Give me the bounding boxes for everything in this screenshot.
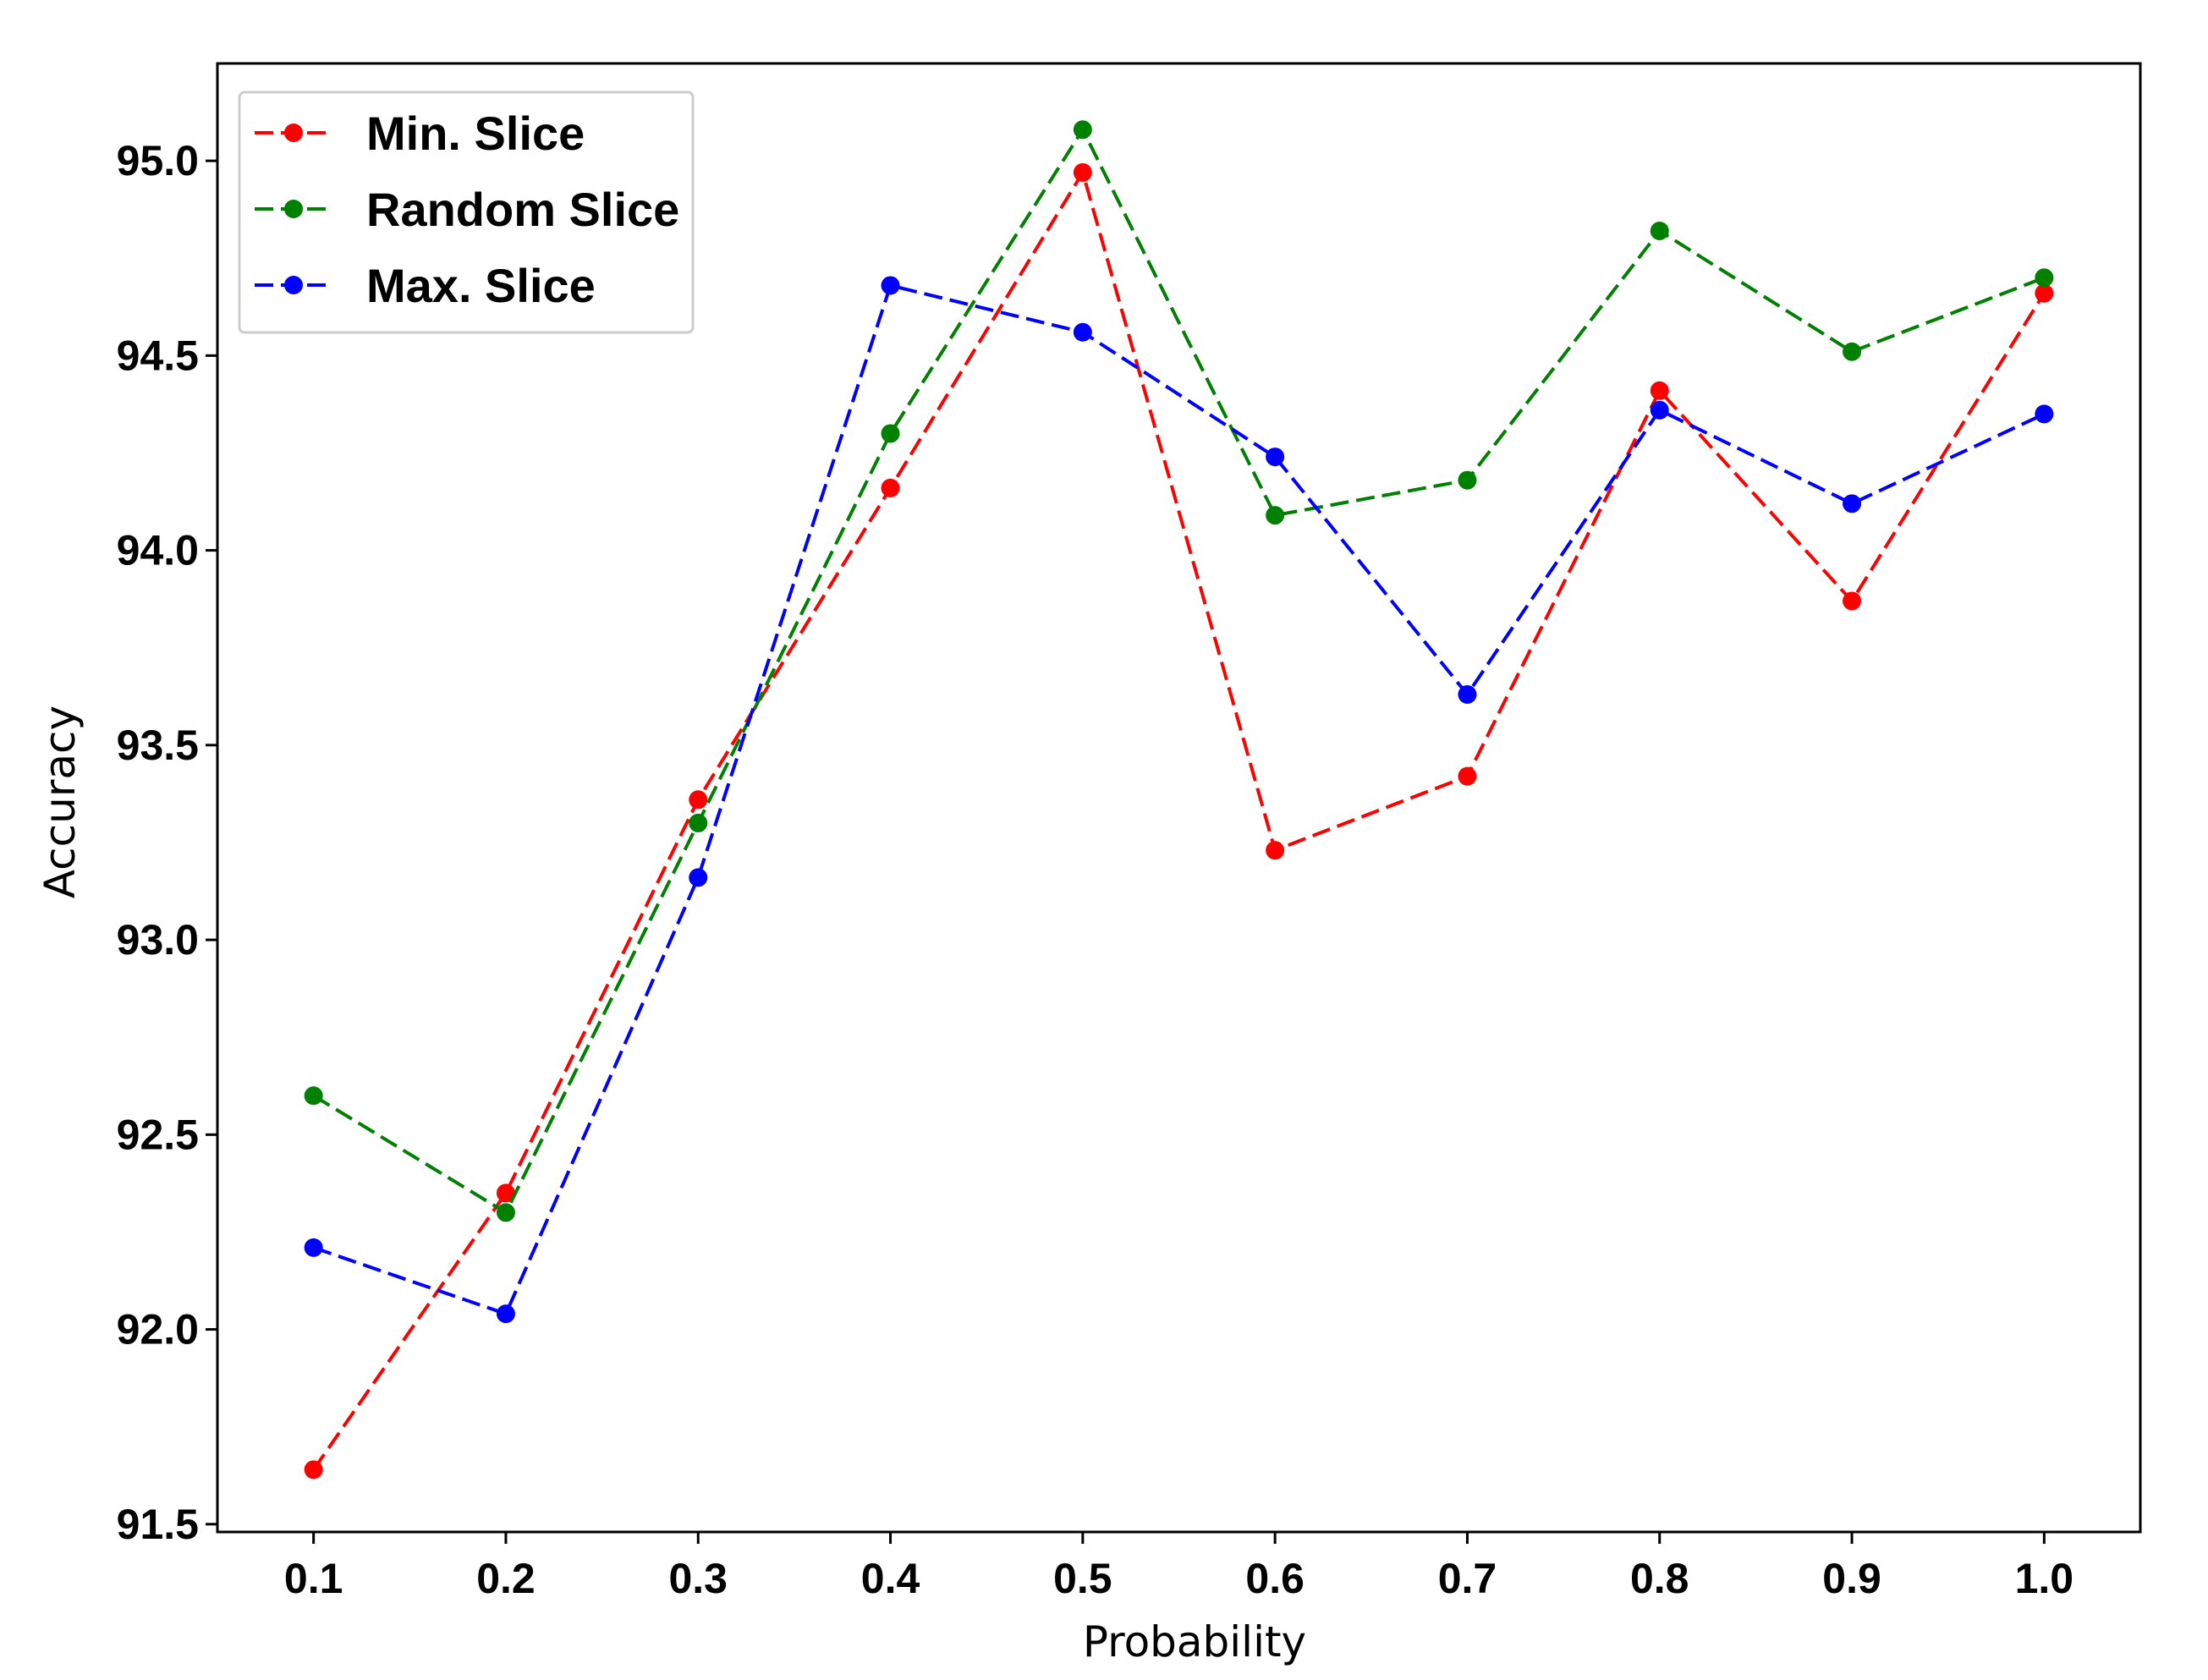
data-point [1073, 322, 1092, 342]
legend-swatch-marker [284, 276, 303, 294]
data-point [1650, 400, 1669, 420]
series-line [312, 283, 2046, 1316]
y-tick-label: 94.5 [117, 332, 199, 379]
y-tick-label: 93.5 [117, 722, 199, 769]
series-min-slice [304, 162, 2054, 1480]
data-point [1650, 222, 1669, 241]
x-tick-label: 0.8 [1630, 1555, 1689, 1602]
y-tick-label: 92.0 [117, 1306, 199, 1353]
x-axis-ticks: 0.1 0.2 0.3 0.4 0.5 0.6 0.7 0.8 0.9 1.0 [284, 1532, 2073, 1602]
series-max-slice [304, 276, 2054, 1324]
y-axis-label: Accuracy [36, 705, 85, 898]
data-point [689, 813, 708, 832]
data-point [1266, 447, 1285, 467]
data-point [1073, 120, 1092, 140]
data-point [2035, 404, 2054, 424]
y-tick-label: 91.5 [117, 1501, 199, 1548]
data-point [1458, 470, 1477, 490]
y-axis-ticks: 91.5 92.0 92.5 93.0 93.5 94.0 94.5 95.0 [117, 137, 217, 1548]
series-line [312, 126, 2046, 1216]
series-layer [304, 120, 2054, 1480]
data-point [1458, 766, 1477, 786]
data-point [496, 1304, 515, 1324]
x-tick-label: 0.3 [668, 1555, 728, 1602]
data-point [2035, 268, 2054, 288]
data-point [304, 1086, 323, 1106]
legend-label: Max. Slice [366, 259, 596, 312]
legend-swatch-marker [284, 200, 303, 218]
data-point [304, 1460, 323, 1480]
x-tick-label: 0.6 [1245, 1555, 1304, 1602]
data-point [2035, 283, 2054, 303]
legend-label: Random Slice [366, 183, 679, 236]
data-point [1843, 494, 1862, 513]
x-tick-label: 1.0 [2015, 1555, 2074, 1602]
x-tick-label: 0.9 [1822, 1555, 1881, 1602]
data-point [1843, 342, 1862, 361]
plot-frame [216, 62, 2142, 1534]
legend-box [238, 91, 695, 334]
data-point [1266, 506, 1285, 525]
series-line [312, 167, 2046, 1471]
data-point [689, 868, 708, 887]
x-tick-label: 0.7 [1438, 1555, 1497, 1602]
data-point [881, 424, 900, 443]
x-tick-label: 0.2 [476, 1555, 536, 1602]
x-tick-label: 0.1 [284, 1555, 343, 1602]
series-random-slice [304, 120, 2054, 1222]
data-point [496, 1183, 515, 1203]
data-point [1266, 841, 1285, 860]
legend: Min. Slice Random Slice Max. Slice [238, 91, 695, 334]
data-point [881, 478, 900, 497]
x-tick-label: 0.4 [861, 1555, 920, 1602]
data-point [881, 276, 900, 295]
data-point [1650, 381, 1669, 400]
data-point [1843, 591, 1862, 611]
x-tick-label: 0.5 [1053, 1555, 1112, 1602]
plot-area [216, 62, 2142, 1534]
data-point [1073, 162, 1092, 182]
y-tick-label: 92.5 [117, 1111, 199, 1158]
data-point [304, 1238, 323, 1257]
y-tick-label: 95.0 [117, 137, 199, 184]
x-axis-label: Probability [1083, 1617, 1306, 1666]
data-point [689, 790, 708, 810]
data-point [496, 1203, 515, 1222]
data-point [1458, 684, 1477, 704]
y-tick-label: 93.0 [117, 916, 199, 964]
legend-swatch-marker [284, 124, 303, 142]
y-tick-label: 94.0 [117, 527, 199, 574]
legend-label: Min. Slice [366, 107, 585, 160]
